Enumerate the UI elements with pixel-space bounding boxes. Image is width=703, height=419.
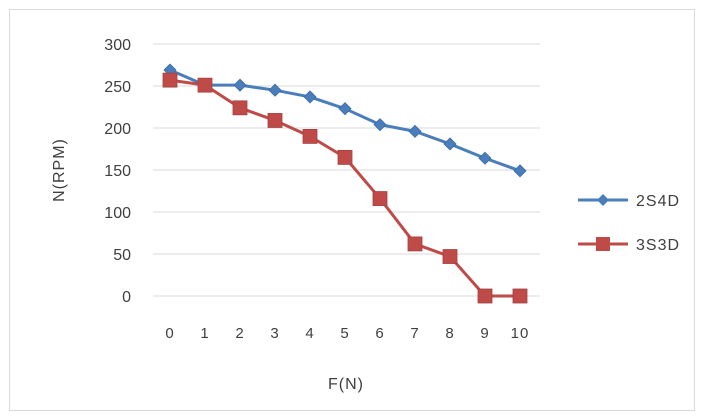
data-point xyxy=(197,77,213,93)
x-tick-label: 6 xyxy=(375,325,384,342)
data-point xyxy=(303,90,317,104)
y-tick-label: 250 xyxy=(104,79,131,96)
y-tick-label: 100 xyxy=(104,205,131,222)
legend: 2S4D 3S3D xyxy=(578,193,680,254)
y-tick-label: 150 xyxy=(104,163,131,180)
x-tick-label: 2 xyxy=(235,325,244,342)
data-point xyxy=(267,113,283,128)
y-tick-label: 50 xyxy=(113,247,131,264)
gridlines xyxy=(153,43,540,297)
data-point xyxy=(442,249,458,264)
data-point xyxy=(233,78,247,92)
y-tick-label: 0 xyxy=(122,289,131,306)
legend-label: 2S4D xyxy=(636,193,680,210)
x-tick-label: 7 xyxy=(410,325,419,342)
data-point xyxy=(268,83,282,97)
data-point xyxy=(477,288,493,304)
x-axis-title: F(N) xyxy=(328,376,364,393)
data-point xyxy=(338,102,352,116)
data-point xyxy=(302,128,318,144)
x-tick-label: 4 xyxy=(305,325,314,342)
x-tick-label: 8 xyxy=(445,325,454,342)
data-point xyxy=(513,164,527,178)
x-axis-tick-labels: 0 1 2 3 4 5 6 7 8 9 10 xyxy=(165,325,530,342)
data-point xyxy=(408,124,422,138)
data-point xyxy=(162,72,178,88)
x-tick-label: 10 xyxy=(511,325,530,342)
legend-label: 3S3D xyxy=(636,237,680,254)
x-tick-label: 5 xyxy=(340,325,349,342)
y-axis-tick-labels: 0 50 100 150 200 250 300 xyxy=(104,37,131,306)
data-point xyxy=(478,151,492,165)
data-point xyxy=(512,288,528,304)
legend-item: 3S3D xyxy=(578,237,680,254)
y-tick-label: 200 xyxy=(104,121,131,138)
data-point xyxy=(373,118,387,132)
data-point xyxy=(232,100,248,116)
legend-item: 2S4D xyxy=(578,193,680,210)
y-tick-label: 300 xyxy=(104,37,131,54)
legend-marker xyxy=(597,194,609,206)
series-3S3D xyxy=(162,72,528,304)
x-tick-label: 9 xyxy=(480,325,489,342)
chart-frame xyxy=(9,9,695,411)
data-point xyxy=(407,236,423,252)
x-tick-label: 0 xyxy=(165,325,174,342)
x-tick-label: 3 xyxy=(270,325,279,342)
x-tick-label: 1 xyxy=(200,325,209,342)
data-point xyxy=(443,137,457,151)
legend-marker xyxy=(596,237,610,251)
data-point xyxy=(372,191,388,206)
series-layer xyxy=(162,63,528,304)
y-axis-title: N(RPM) xyxy=(51,138,68,202)
data-point xyxy=(337,149,353,165)
